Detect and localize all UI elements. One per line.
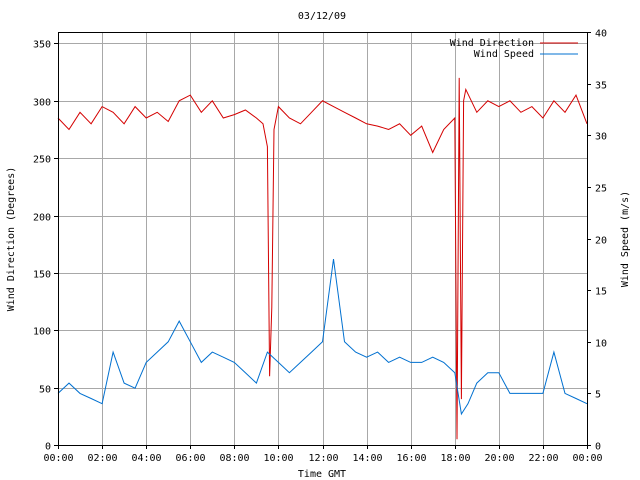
y-tick-label: 350 [33,40,51,51]
x-tick-label: 06:00 [175,453,205,464]
y2-tick-label: 40 [595,29,607,40]
y-tick-label: 0 [45,442,51,453]
x-tick-label: 12:00 [308,453,338,464]
x-tick-label: 00:00 [43,453,73,464]
x-tick-label: 18:00 [440,453,470,464]
y2-tick-label: 5 [595,390,601,401]
x-tick-label: 22:00 [528,453,558,464]
y2-tick-label: 15 [595,287,607,298]
series-line-wind-speed [57,259,588,416]
y-tick-label: 200 [33,213,51,224]
y2-tick-label: 35 [595,81,607,92]
legend-label-wind-speed: Wind Speed [474,49,534,60]
x-tick-label: 02:00 [87,453,117,464]
y2-tick-label: 20 [595,236,607,247]
y2-tick-label: 25 [595,184,607,195]
legend: Wind Direction Wind Speed [450,38,578,60]
y-tick-label: 300 [33,98,51,109]
axis-ticks [54,32,591,449]
chart-title: 03/12/09 [298,11,346,22]
y2-tick-label: 10 [595,339,607,350]
legend-label-wind-direction: Wind Direction [450,38,534,49]
y2-tick-label: 0 [595,442,601,453]
x-axis-label: Time GMT [298,469,346,480]
y-tick-label: 100 [33,327,51,338]
y-tick-label: 250 [33,155,51,166]
series-line-wind-direction [57,77,588,440]
x-tick-label: 20:00 [484,453,514,464]
grid-lines [58,32,587,445]
x-tick-label: 08:00 [219,453,249,464]
x-tick-label: 14:00 [352,453,382,464]
y-axis-label: Wind Direction (Degrees) [6,167,17,312]
y2-tick-label: 30 [595,132,607,143]
y-tick-label: 50 [39,385,51,396]
x-tick-label: 04:00 [131,453,161,464]
tick-labels: 00:00 02:00 04:00 06:00 08:00 10:00 12:00 14:00… [33,29,607,465]
x-tick-label: 16:00 [396,453,426,464]
x-tick-label: 00:00 [572,453,602,464]
x-tick-label: 10:00 [263,453,293,464]
y2-axis-label: Wind Speed (m/s) [620,191,631,287]
y-tick-label: 150 [33,270,51,281]
series-lines [57,77,588,440]
